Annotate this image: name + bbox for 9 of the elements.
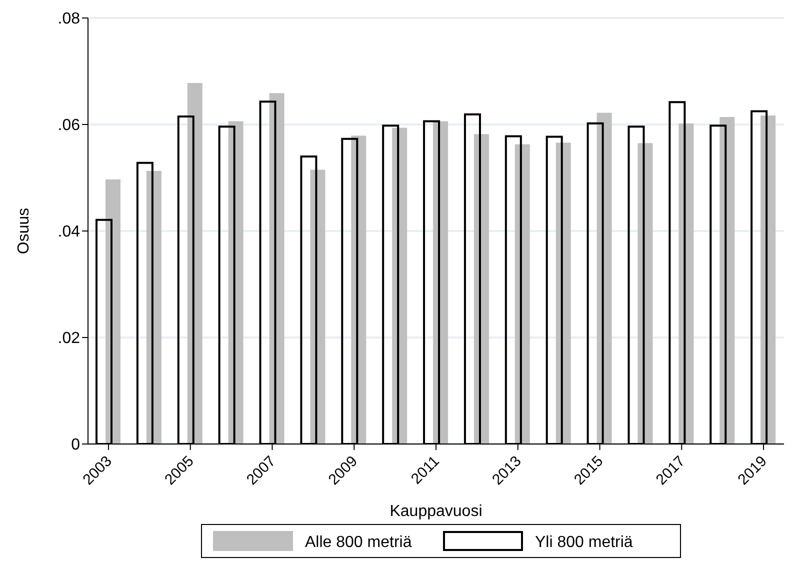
y-tick-label: 0	[71, 436, 80, 454]
legend-label: Alle 800 metriä	[305, 534, 412, 551]
y-tick-label: .06	[58, 117, 80, 134]
legend-label: Yli 800 metriä	[535, 534, 633, 551]
y-tick-label: .04	[58, 224, 80, 241]
y-tick-label: .02	[58, 330, 80, 348]
y-axis-title: Osuus	[16, 208, 33, 254]
x-axis-title: Kauppavuosi	[390, 503, 482, 520]
y-tick-label: .08	[58, 10, 80, 28]
